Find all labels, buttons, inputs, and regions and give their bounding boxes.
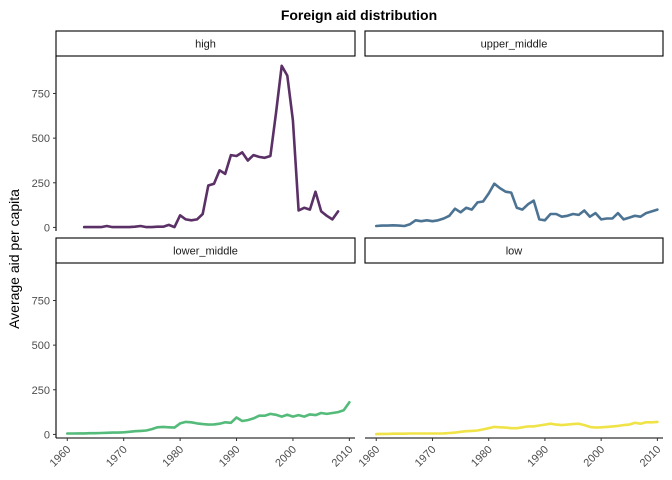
y-axis-label: Average aid per capita [6, 189, 22, 329]
y-tick-label: 0 [44, 222, 50, 234]
x-tick-label: 1990 [217, 444, 243, 470]
panels-group: high 0 250 500 750 upper_middle lower_middle 0 2… [32, 30, 664, 470]
panel-strip [55, 237, 356, 264]
x-tick-label: 2000 [273, 444, 299, 470]
y-tick-label: 250 [32, 178, 50, 190]
x-tick-label: 1960 [48, 444, 74, 470]
panel-strip-label: high [195, 39, 216, 51]
x-tick-label: 1980 [160, 444, 186, 470]
x-tick-label: 1980 [469, 444, 495, 470]
panel-high: high 0 250 500 750 [32, 30, 356, 234]
series-line-upper-middle [374, 182, 659, 228]
panel-strip-label: low [506, 246, 523, 258]
x-tick-label: 2010 [330, 444, 356, 470]
panel-lower-middle: lower_middle 0 250 500 750 1960 1970 1980 1990 20… [32, 237, 356, 470]
x-tick-label: 1970 [413, 444, 439, 470]
y-tick-label: 500 [32, 133, 50, 145]
panel-strip [364, 30, 664, 57]
panel-strip [55, 30, 356, 57]
y-tick-label: 750 [32, 89, 50, 101]
series-line-low [374, 420, 659, 436]
x-tick-label: 2010 [638, 444, 664, 470]
x-tick-label: 1960 [357, 444, 383, 470]
x-tick-label: 2000 [581, 444, 607, 470]
chart-title: Foreign aid distribution [281, 7, 437, 23]
x-tick-label: 1970 [104, 444, 130, 470]
y-tick-label: 750 [32, 296, 50, 308]
y-tick-label: 500 [32, 340, 50, 352]
panel-strip-label: upper_middle [481, 39, 548, 51]
panel-upper-middle: upper_middle [364, 30, 664, 228]
series-line-lower-middle [66, 400, 351, 435]
series-line-high [82, 64, 340, 229]
panel-strip-label: lower_middle [173, 246, 238, 258]
x-tick-label: 1990 [525, 444, 551, 470]
panel-low: low 1960 1970 1980 1990 2000 2010 [357, 237, 664, 470]
y-tick-label: 250 [32, 385, 50, 397]
panel-strip [364, 237, 664, 264]
y-tick-label: 0 [44, 429, 50, 441]
